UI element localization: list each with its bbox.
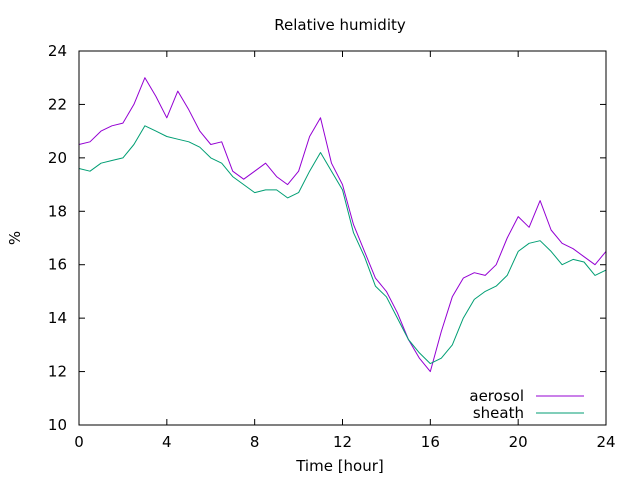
x-tick-label: 4: [162, 433, 172, 451]
x-tick-label: 24: [596, 433, 615, 451]
x-tick-label: 12: [333, 433, 352, 451]
y-tick-label: 22: [48, 95, 67, 113]
plot-frame: [78, 50, 607, 426]
y-tick-label: 16: [48, 256, 67, 274]
y-tick-label: 10: [48, 416, 67, 434]
series-group: [78, 77, 607, 373]
series-line-sheath: [78, 125, 607, 365]
x-tick-label: 20: [509, 433, 528, 451]
x-tick-label: 8: [250, 433, 260, 451]
y-tick-label: 14: [48, 309, 67, 327]
x-axis-label: Time [hour]: [295, 457, 384, 475]
y-axis-label: %: [6, 231, 24, 245]
chart-title: Relative humidity: [274, 16, 406, 34]
y-tick-label: 20: [48, 149, 67, 167]
legend-label-aerosol: aerosol: [469, 387, 524, 405]
y-tick-label: 24: [48, 42, 67, 60]
axes: 0 4 8 12 16 20 24 10 12 14 16 18 20 22 24: [48, 42, 616, 451]
x-tick-label: 0: [74, 433, 84, 451]
x-tick-label: 16: [421, 433, 440, 451]
y-tick-label: 12: [48, 363, 67, 381]
legend-label-sheath: sheath: [473, 404, 524, 422]
series-line-aerosol: [78, 77, 607, 373]
y-tick-label: 18: [48, 202, 67, 220]
